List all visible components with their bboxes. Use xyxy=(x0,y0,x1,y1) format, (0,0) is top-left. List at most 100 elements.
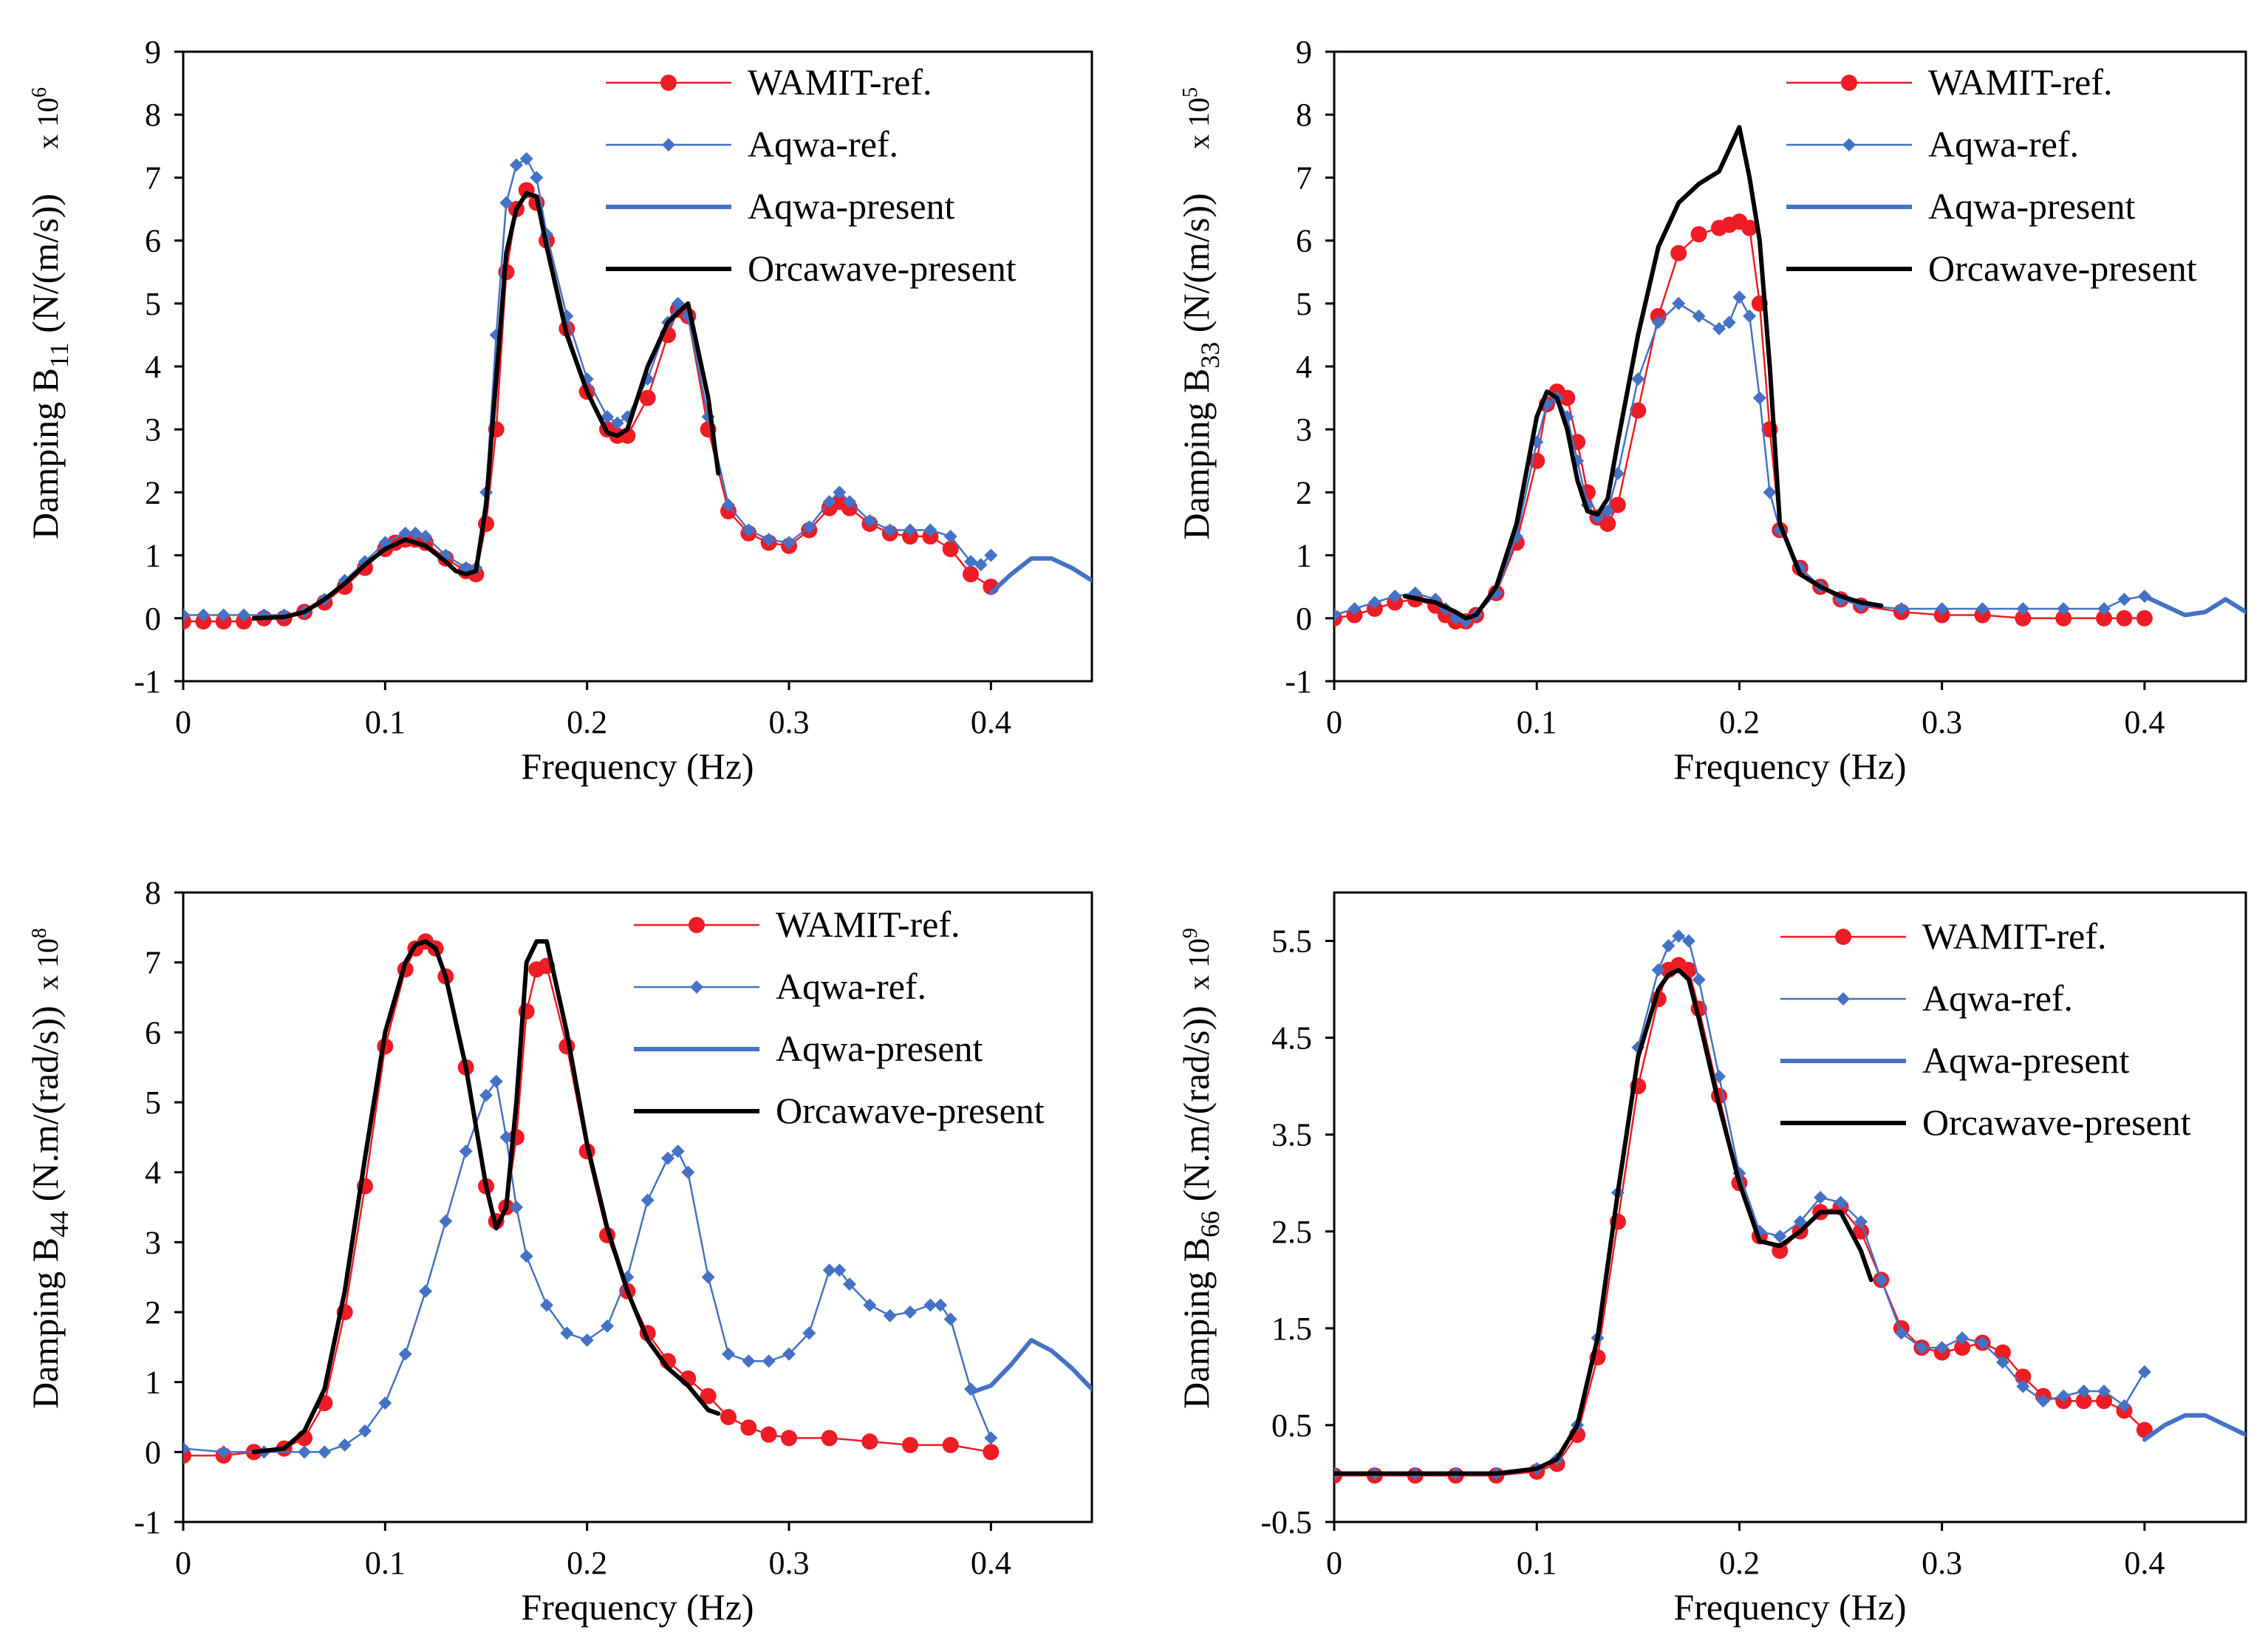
x-tick-label: 0.1 xyxy=(1517,1545,1557,1581)
data-point-aqwa-ref xyxy=(1975,602,1989,616)
series-orcawave-present xyxy=(1334,967,1874,1476)
y-scale-label: x 106 xyxy=(28,87,64,149)
data-point-aqwa-ref xyxy=(974,558,988,572)
data-point-aqwa-ref xyxy=(2057,1389,2071,1403)
data-point-wamit-ref xyxy=(740,1419,757,1436)
data-point-aqwa-ref xyxy=(701,1270,715,1284)
data-point-aqwa-ref xyxy=(782,1347,796,1361)
y-tick-label: -1 xyxy=(1285,663,1312,700)
data-point-wamit-ref xyxy=(1690,226,1707,243)
data-point-wamit-ref xyxy=(781,1430,797,1447)
data-point-aqwa-ref xyxy=(681,1165,695,1179)
data-point-aqwa-ref xyxy=(2057,602,2071,616)
legend-label: Orcawave-present xyxy=(1922,1102,2191,1143)
data-point-wamit-ref xyxy=(2096,1393,2113,1410)
data-point-wamit-ref xyxy=(1559,389,1576,406)
legend-swatch-marker xyxy=(1835,929,1851,945)
y-tick-label: 7 xyxy=(145,160,161,196)
legend-label: Orcawave-present xyxy=(748,248,1017,289)
data-point-aqwa-ref xyxy=(1956,1331,1970,1345)
data-point-aqwa-ref xyxy=(1661,939,1676,953)
data-point-aqwa-ref xyxy=(560,1326,574,1340)
data-point-aqwa-ref xyxy=(722,1347,735,1361)
data-point-aqwa-ref xyxy=(1712,1070,1726,1084)
y-tick-label: -1 xyxy=(134,1504,161,1540)
data-point-aqwa-ref xyxy=(519,1249,533,1263)
data-point-aqwa-ref xyxy=(984,1431,998,1445)
y-scale-base: x 10 xyxy=(1182,938,1215,990)
data-point-aqwa-ref xyxy=(409,526,423,540)
data-point-aqwa-ref xyxy=(2016,1379,2030,1393)
legend-label: Aqwa-present xyxy=(1928,185,2136,227)
y-axis-title-units: (N/(m/s)) xyxy=(1175,193,1217,341)
data-point-aqwa-ref xyxy=(833,1263,847,1277)
x-tick-label: 0.4 xyxy=(971,704,1011,740)
data-point-aqwa-ref xyxy=(530,171,544,185)
y-tick-label: 5 xyxy=(145,1085,161,1121)
data-point-aqwa-ref xyxy=(398,526,412,540)
x-tick-label: 0 xyxy=(175,1545,191,1581)
legend-item-aqwa-ref: Aqwa-ref. xyxy=(634,966,926,1007)
series-line-aqwa-present xyxy=(988,556,1092,595)
data-point-aqwa-ref xyxy=(1935,1341,1949,1355)
data-point-aqwa-ref xyxy=(1874,1273,1888,1287)
data-point-aqwa-ref xyxy=(1743,309,1757,323)
y-axis-title-units: (N.m/(rad/s)) xyxy=(24,1006,66,1211)
data-point-aqwa-ref xyxy=(499,196,513,210)
series-aqwa-ref xyxy=(183,151,998,622)
data-point-wamit-ref xyxy=(1599,516,1616,532)
y-tick-label: -1 xyxy=(134,663,161,700)
legend-label: Aqwa-ref. xyxy=(1928,123,2079,165)
chart-panel-b44: -1 0 1 2 3 4 5 6 7 8 0 0.1 0.2 0.3 0.4 Frequency (Hz) Da… xyxy=(24,875,1093,1628)
legend-swatch-marker xyxy=(689,917,705,933)
data-point-aqwa-ref xyxy=(1348,602,1362,616)
x-axis-title: Frequency (Hz) xyxy=(1673,1586,1906,1628)
data-point-aqwa-ref xyxy=(1601,504,1615,518)
data-point-wamit-ref xyxy=(2075,1393,2092,1410)
legend-item-aqwa-present: Aqwa-present xyxy=(606,185,955,227)
legend-label: Aqwa-present xyxy=(1922,1040,2130,1081)
data-point-aqwa-ref xyxy=(183,608,190,622)
legend-label: WAMIT-ref. xyxy=(1928,61,2112,103)
chart-panel-b66: -0.5 0.5 1.5 2.5 3.5 4.5 5.5 0 0.1 0.2 0.3 0.4 Frequ… xyxy=(1175,891,2247,1628)
data-point-aqwa-ref xyxy=(883,523,897,537)
data-point-aqwa-ref xyxy=(2097,602,2111,616)
y-axis-title-units: (N.m/(rad/s)) xyxy=(1175,1006,1217,1211)
data-point-wamit-ref xyxy=(1994,1344,2011,1361)
data-point-aqwa-ref xyxy=(479,1088,493,1102)
x-tick-label: 0.2 xyxy=(567,704,607,740)
x-tick-label: 0.1 xyxy=(1517,704,1557,740)
y-tick-label: 1 xyxy=(1296,538,1312,574)
data-point-aqwa-ref xyxy=(398,1347,412,1361)
series-line-aqwa-present xyxy=(2142,594,2246,618)
series-line-aqwa-present xyxy=(2142,1413,2246,1442)
legend-swatch-marker xyxy=(1842,138,1856,151)
plot-frame xyxy=(182,891,1093,1523)
data-point-aqwa-ref xyxy=(237,608,250,622)
data-point-aqwa-ref xyxy=(2117,593,2131,607)
data-point-aqwa-ref xyxy=(1763,485,1777,499)
data-point-wamit-ref xyxy=(760,1426,777,1443)
data-point-aqwa-ref xyxy=(1995,1355,2009,1369)
data-point-wamit-ref xyxy=(942,541,959,558)
y-tick-label: 1 xyxy=(145,1365,161,1401)
x-tick-label: 0 xyxy=(1326,704,1342,740)
data-point-aqwa-ref xyxy=(802,1326,816,1340)
legend: WAMIT-ref. Aqwa-ref. Aqwa-present Orcawave-… xyxy=(634,904,1045,1131)
y-tick-label: 1.5 xyxy=(1271,1311,1312,1347)
y-tick-label: 5 xyxy=(1296,286,1312,322)
y-scale-exponent: 8 xyxy=(28,928,51,938)
data-point-aqwa-ref xyxy=(762,1354,776,1368)
data-point-aqwa-ref xyxy=(2097,1385,2111,1399)
series-line-orcawave-present xyxy=(1403,125,1884,621)
legend-label: Aqwa-present xyxy=(776,1028,983,1069)
data-point-aqwa-ref xyxy=(1975,1336,1989,1350)
y-scale-label: x 108 xyxy=(28,928,64,990)
legend-item-orcawave-present: Orcawave-present xyxy=(634,1090,1045,1131)
series-aqwa-present xyxy=(2142,594,2246,618)
data-point-aqwa-ref xyxy=(742,523,756,537)
y-tick-label: 7 xyxy=(1296,160,1312,196)
series-line-orcawave-present xyxy=(251,191,721,621)
data-point-aqwa-ref xyxy=(1367,595,1381,610)
data-point-aqwa-ref xyxy=(822,495,836,509)
